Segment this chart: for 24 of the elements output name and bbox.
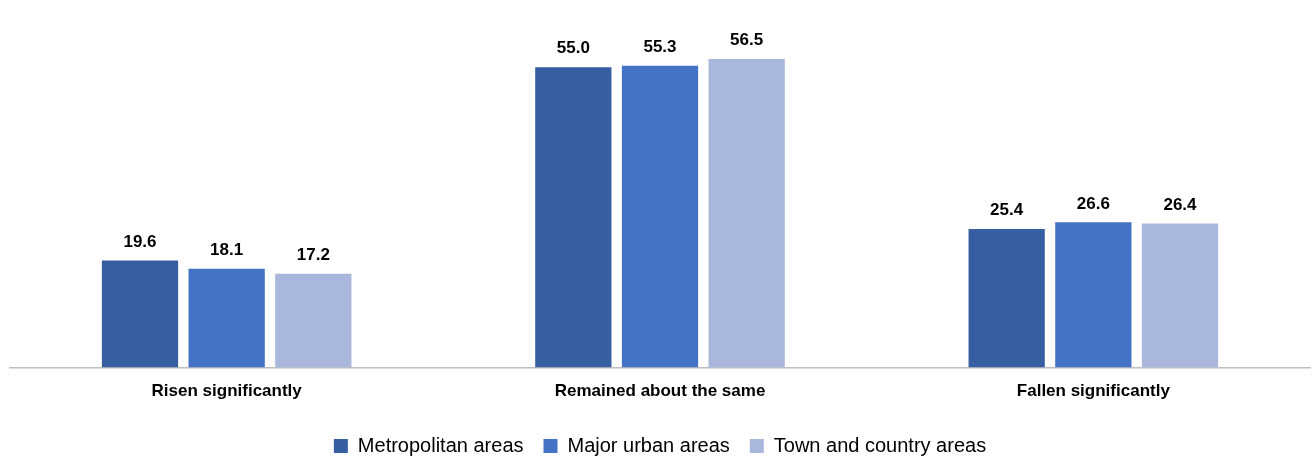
data-label: 56.5	[730, 30, 764, 50]
x-tick-label: Fallen significantly	[1016, 381, 1171, 401]
data-label: 55.0	[556, 38, 590, 58]
bar	[101, 260, 179, 368]
bar	[968, 228, 1045, 368]
bar	[1141, 223, 1219, 368]
bar	[708, 59, 785, 368]
legend-label: Major urban areas	[567, 433, 730, 456]
data-label: 55.3	[643, 36, 677, 56]
x-tick-label: Risen significantly	[151, 381, 303, 401]
data-label: 25.4	[990, 200, 1024, 220]
data-label: 19.6	[123, 231, 157, 251]
bar	[1055, 222, 1132, 368]
bar	[621, 65, 699, 368]
bar	[535, 67, 612, 368]
data-label: 26.4	[1163, 194, 1198, 214]
legend-label: Metropolitan areas	[357, 433, 524, 456]
bar	[188, 268, 265, 368]
bar	[275, 273, 352, 368]
data-label: 26.6	[1076, 193, 1110, 213]
data-label: 18.1	[210, 239, 244, 259]
x-tick-label: Remained about the same	[554, 381, 766, 401]
data-label: 17.2	[296, 244, 330, 264]
legend-label: Town and country areas	[773, 433, 987, 456]
